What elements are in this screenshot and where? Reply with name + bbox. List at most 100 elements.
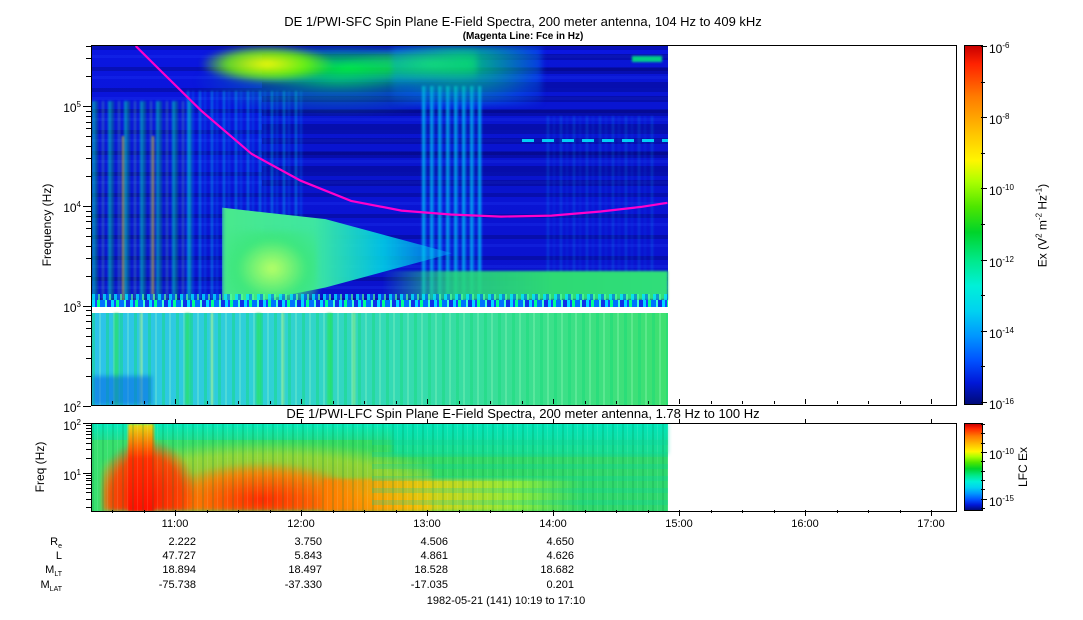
sfc-layer-akr-extension [392,46,542,106]
sfc-colorbar-major-tick [981,117,987,118]
sfc-colorbar-major-tick [981,402,987,403]
sfc-colorbar-tick-label: 10-16 [989,397,1014,412]
time-minor-tick [868,510,869,513]
lfc-colorbar-tick-label: 10-15 [989,494,1014,509]
sfc-bottom-edge-tick [553,399,554,404]
sfc-colorbar-minor-tick [981,153,985,154]
sfc-bottom-edge-minor-tick [396,401,397,404]
sfc-colorbar-major-tick [981,260,987,261]
sfc-bottom-edge-minor-tick [585,401,586,404]
ephemeris-value: 18.528 [414,564,448,576]
lfc-top-edge-tick [679,419,680,423]
sfc-colorbar-minor-tick [981,82,985,83]
lfc-colorbar-minor-tick [981,461,985,462]
ephemeris-value: -75.738 [158,579,196,591]
lfc-layer-vertical-stripes [92,424,668,511]
ephemeris-value: 47.727 [162,550,196,562]
sfc-plot-area [91,45,957,406]
lfc-y-minor-tick [86,475,91,476]
sfc-y-minor-tick [86,128,91,129]
time-minor-tick [112,510,113,513]
fce-line [134,46,668,218]
sfc-y-minor-tick [86,216,91,217]
ephemeris-value: 4.626 [546,550,574,562]
sfc-y-major-tick [83,106,91,107]
sfc-layer-akr-patch [632,56,662,62]
ephemeris-row-label-MLAT: MLAT [40,579,63,594]
lfc-colorbar-label: LFC Ex [1016,447,1030,488]
sfc-bottom-edge-minor-tick [112,401,113,404]
sfc-y-minor-tick [86,58,91,59]
sfc-layer-dashed-cyan-line [522,139,668,142]
time-minor-tick [207,510,208,513]
sfc-title: DE 1/PWI-SFC Spin Plane E-Field Spectra,… [284,14,762,29]
sfc-y-minor-tick [86,136,91,137]
lfc-y-minor-tick [86,431,91,432]
sfc-y-minor-tick [86,228,91,229]
lfc-colorbar-minor-tick [981,443,985,444]
time-minor-tick [396,510,397,513]
sfc-colorbar-major-tick [981,331,987,332]
lfc-y-minor-tick [86,438,91,439]
sfc-bottom-edge-tick [175,399,176,404]
sfc-y-minor-tick [86,376,91,377]
sfc-bottom-edge-minor-tick [648,401,649,404]
time-minor-tick [837,510,838,513]
sfc-colorbar-major-tick [981,188,987,189]
time-major-tick [805,510,806,516]
lfc-y-minor-tick [86,499,91,500]
lfc-y-minor-tick [86,428,91,429]
sfc-colorbar [964,45,983,405]
sfc-y-minor-tick [86,176,91,177]
lfc-y-minor-tick [86,507,91,508]
lfc-y-major-tick [83,473,91,474]
sfc-y-minor-tick [86,122,91,123]
lfc-colorbar-major-tick [981,499,987,500]
sfc-bottom-edge-minor-tick [144,401,145,404]
sfc-colorbar-tick-label: 10-12 [989,255,1014,270]
lfc-layer-cyan-right [392,424,668,454]
sfc-y-minor-tick [86,46,91,47]
time-tick-label: 17:00 [917,518,945,530]
lfc-y-minor-tick [86,458,91,459]
time-minor-tick [711,510,712,513]
time-minor-tick [144,510,145,513]
lfc-colorbar-minor-tick [981,480,985,481]
sfc-colorbar-minor-tick [981,295,985,296]
sfc-y-minor-tick [86,258,91,259]
sfc-y-minor-tick [86,328,91,329]
ephemeris-value: 2.222 [168,536,196,548]
sfc-layer-bright-band [92,300,668,307]
time-minor-tick [585,510,586,513]
sfc-bottom-edge-minor-tick [900,401,901,404]
sfc-colorbar-minor-tick [981,366,985,367]
lfc-y-minor-tick [86,480,91,481]
lfc-layer-yellow-tail [322,479,582,511]
lfc-layer-horizontal-bands [372,440,668,511]
sfc-colorbar-label: Ex (V2 m-2 Hz-1) [1034,183,1050,268]
sfc-y-axis-label: Frequency (Hz) [40,183,54,267]
lfc-y-minor-tick [86,449,91,450]
lfc-y-minor-tick [86,484,91,485]
sfc-bottom-edge-minor-tick [711,401,712,404]
date-range-footer: 1982-05-21 (141) 10:19 to 17:10 [426,595,586,607]
time-minor-tick [238,510,239,513]
sfc-bottom-edge-tick [931,399,932,404]
sfc-colorbar-tick-label: 10-6 [989,41,1010,56]
time-tick-label: 11:00 [161,518,189,530]
sfc-layer-cyan-columns-3 [547,116,657,276]
lfc-colorbar-minor-tick [981,489,985,490]
lfc-colorbar-minor-tick [981,433,985,434]
sfc-y-minor-tick [86,310,91,311]
time-tick-label: 13:00 [413,518,441,530]
sfc-bottom-edge-tick [805,399,806,404]
sfc-colorbar-minor-tick [981,224,985,225]
lfc-top-edge-tick [553,419,554,423]
sfc-y-tick-label: 103 [63,300,81,315]
sfc-y-tick-label: 104 [63,200,81,215]
lfc-y-minor-tick [86,492,91,493]
lfc-plot-area [91,423,957,512]
ephemeris-value: 4.650 [546,536,574,548]
time-minor-tick [364,510,365,513]
